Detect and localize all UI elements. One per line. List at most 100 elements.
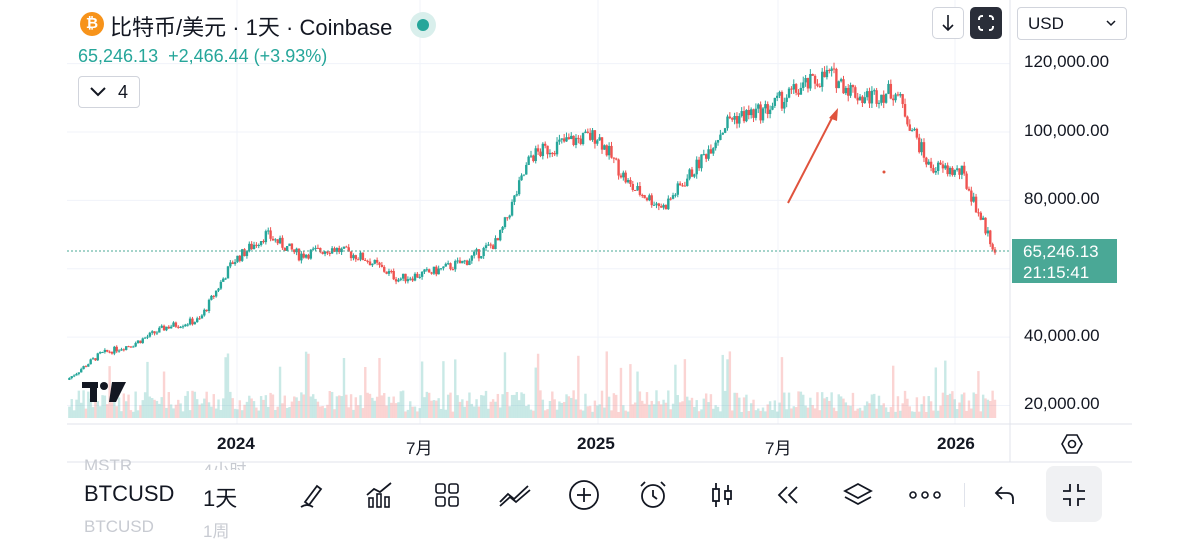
ghost-symbol-above: MSTR bbox=[84, 456, 133, 470]
undo-button[interactable] bbox=[986, 475, 1026, 515]
volume-bar bbox=[967, 400, 971, 418]
candle-body bbox=[508, 215, 511, 218]
candle-body bbox=[794, 84, 798, 93]
candle-body bbox=[870, 90, 874, 104]
volume-bar bbox=[892, 365, 895, 418]
candle-body bbox=[430, 272, 433, 274]
volume-bar bbox=[991, 390, 994, 418]
candle-body bbox=[596, 140, 599, 144]
candle-body bbox=[129, 346, 133, 348]
candle-body bbox=[579, 138, 582, 145]
candle-body bbox=[288, 243, 291, 247]
candle-body bbox=[948, 167, 952, 175]
volume-bar bbox=[813, 408, 817, 418]
more-button[interactable] bbox=[905, 475, 945, 515]
market-status-icon[interactable] bbox=[410, 12, 436, 38]
time-axis-label: 2026 bbox=[937, 434, 975, 453]
candle-body bbox=[193, 322, 197, 325]
volume-bar bbox=[153, 399, 156, 418]
volume-bar bbox=[494, 401, 497, 418]
ghost-interval-above: 4小时 bbox=[203, 456, 246, 470]
candle-body bbox=[681, 185, 684, 187]
candle-body bbox=[551, 152, 554, 154]
volume-bar bbox=[939, 405, 942, 418]
add-button[interactable] bbox=[564, 475, 604, 515]
volume-bar bbox=[641, 400, 644, 418]
volume-bar bbox=[605, 351, 608, 418]
interval-picker[interactable]: 1天 bbox=[203, 486, 238, 511]
drawing-tools-button[interactable] bbox=[292, 475, 332, 515]
volume-bar bbox=[681, 401, 684, 418]
volume-bar bbox=[778, 402, 781, 418]
indicators-toggle-button[interactable]: 4 bbox=[78, 76, 140, 108]
candle-body bbox=[813, 75, 817, 84]
candle-body bbox=[747, 109, 750, 116]
currency-select[interactable]: USD bbox=[1017, 7, 1127, 40]
volume-bar bbox=[472, 406, 476, 418]
candle-body bbox=[861, 96, 864, 104]
volume-bar bbox=[397, 402, 400, 418]
volume-bar bbox=[321, 405, 324, 418]
settings-icon[interactable] bbox=[1060, 432, 1084, 456]
volume-bar bbox=[281, 403, 284, 418]
volume-bar bbox=[356, 405, 360, 418]
volume-bar bbox=[127, 394, 130, 418]
layers-button[interactable] bbox=[838, 475, 878, 515]
candle-body bbox=[271, 238, 275, 241]
candle-body bbox=[970, 190, 973, 202]
candle-body bbox=[776, 95, 779, 98]
indicators-button[interactable] bbox=[359, 475, 399, 515]
fullscreen-button[interactable] bbox=[970, 7, 1002, 39]
candle-body bbox=[361, 252, 365, 260]
volume-bar bbox=[877, 395, 881, 418]
volume-bar bbox=[428, 392, 431, 418]
candle-body bbox=[470, 255, 474, 261]
add-icon bbox=[569, 480, 599, 510]
volume-bar bbox=[565, 394, 568, 418]
candle-body bbox=[686, 178, 689, 186]
volume-bar bbox=[799, 391, 803, 418]
collapse-button[interactable] bbox=[1046, 466, 1102, 522]
volume-bar bbox=[849, 405, 852, 418]
volume-bar bbox=[780, 357, 784, 418]
volume-bar bbox=[155, 400, 159, 418]
volume-bar bbox=[678, 402, 682, 418]
candle-body bbox=[981, 217, 985, 220]
candle-body bbox=[326, 251, 329, 254]
replay-button[interactable] bbox=[768, 475, 808, 515]
alert-button[interactable] bbox=[633, 475, 673, 515]
candle-body bbox=[633, 189, 637, 191]
candle-body bbox=[148, 332, 152, 337]
candle-body bbox=[229, 262, 232, 267]
candle-body bbox=[688, 169, 691, 179]
candle-body bbox=[146, 336, 149, 338]
volume-bar bbox=[335, 396, 339, 418]
candle-body bbox=[884, 93, 888, 103]
candle-body bbox=[383, 266, 386, 272]
layout-button[interactable] bbox=[427, 475, 467, 515]
layers-icon bbox=[843, 482, 873, 506]
candle-body bbox=[832, 68, 836, 70]
candle-body bbox=[790, 88, 793, 90]
candle-body bbox=[153, 331, 156, 334]
symbol-picker[interactable]: BTCUSD bbox=[84, 481, 175, 506]
volume-bar bbox=[754, 410, 758, 418]
compare-button[interactable] bbox=[495, 475, 535, 515]
candle-body bbox=[468, 260, 471, 266]
marker-dot bbox=[882, 170, 886, 174]
volume-bar bbox=[158, 403, 161, 418]
candle-body bbox=[463, 260, 466, 262]
chart-type-button[interactable] bbox=[702, 475, 742, 515]
pen-icon bbox=[300, 484, 323, 508]
candle-body bbox=[903, 104, 907, 117]
candle-body bbox=[233, 262, 237, 264]
volume-bar bbox=[913, 411, 916, 418]
volume-bar bbox=[638, 391, 642, 418]
candle-body bbox=[918, 137, 921, 153]
candle-body bbox=[674, 194, 677, 196]
candle-body bbox=[250, 243, 253, 250]
symbol-title[interactable]: 比特币/美元 · 1天 · Coinbase bbox=[110, 15, 393, 40]
current-price-tag: 65,246.13 21:15:41 bbox=[1012, 239, 1117, 283]
download-button[interactable] bbox=[932, 7, 964, 39]
